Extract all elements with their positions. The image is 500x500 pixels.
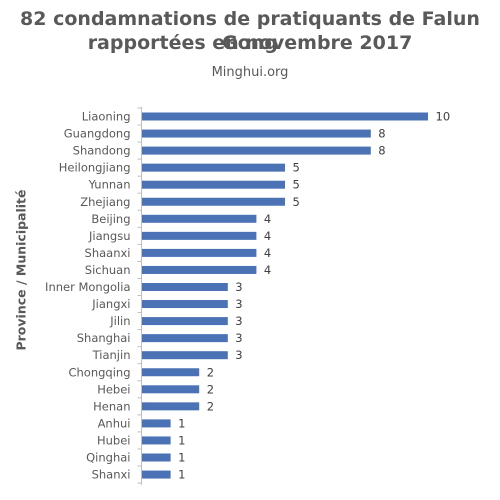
category-label: Hebei [97,382,130,396]
category-label: Henan [93,399,130,413]
category-label: Shanghai [77,331,131,345]
category-label: Beijing [91,212,130,226]
category-label: Sichuan [85,263,131,277]
value-label: 4 [264,246,271,260]
value-label: 3 [235,314,242,328]
chart-title-line1: 82 condamnations de pratiquants de Falun… [20,8,480,54]
value-label: 1 [178,451,185,465]
value-label: 3 [235,348,242,362]
bar-shanghai [142,334,228,343]
value-label: 3 [235,280,242,294]
category-label: Anhui [98,416,131,430]
category-label: Shaanxi [85,246,131,260]
category-label: Jilin [109,314,130,328]
value-label: 2 [207,382,214,396]
value-label: 8 [378,144,385,158]
category-label: Chongqing [68,365,130,379]
category-label: Hubei [97,433,131,447]
value-label: 3 [235,331,242,345]
bar-sichuan [142,265,257,274]
bar-jiangsu [142,231,257,240]
value-label: 4 [264,263,271,277]
bar-hebei [142,385,200,394]
value-label: 5 [293,195,300,209]
category-label: Inner Mongolia [45,280,130,294]
chart-subtitle: Minghui.org [211,65,289,80]
bar-tianjin [142,351,228,360]
value-label: 4 [264,212,271,226]
bar-shanxi [142,470,171,479]
value-label: 4 [264,229,271,243]
category-label: Shandong [73,144,131,158]
value-label: 3 [235,297,242,311]
bar-jiangxi [142,300,228,309]
value-label: 8 [378,127,385,141]
category-label: Guangdong [64,127,131,141]
bar-liaoning [142,112,428,121]
value-label: 5 [293,161,300,175]
category-label: Liaoning [82,110,131,124]
bar-yunnan [142,180,285,189]
value-label: 1 [178,468,185,482]
value-label: 1 [178,433,185,447]
bar-henan [142,402,200,411]
value-label: 2 [207,399,214,413]
bar-guangdong [142,129,371,138]
bar-zhejiang [142,197,285,206]
category-label: Zhejiang [80,195,130,209]
bar-heilongjiang [142,163,285,172]
category-label: Jiangxi [91,297,130,311]
category-label: Yunnan [88,178,131,192]
value-label: 10 [436,110,451,124]
value-label: 1 [178,416,185,430]
category-label: Shanxi [92,468,131,482]
category-label: Qinghai [86,451,130,465]
category-label: Jiangsu [88,229,131,243]
bar-jilin [142,317,228,326]
bar-chongqing [142,368,200,377]
bar-inner-mongolia [142,283,228,291]
bar-shaanxi [142,248,257,257]
bar-shandong [142,146,371,155]
value-label: 2 [207,365,214,379]
category-label: Heilongjiang [59,161,131,175]
category-label: Tianjin [92,348,131,362]
bar-anhui [142,419,171,428]
chart-title-line2: rapportées en novembre 2017 [87,32,413,54]
value-label: 5 [293,178,300,192]
bar-hubei [142,436,171,445]
bar-beijing [142,214,257,223]
bar-qinghai [142,453,171,462]
